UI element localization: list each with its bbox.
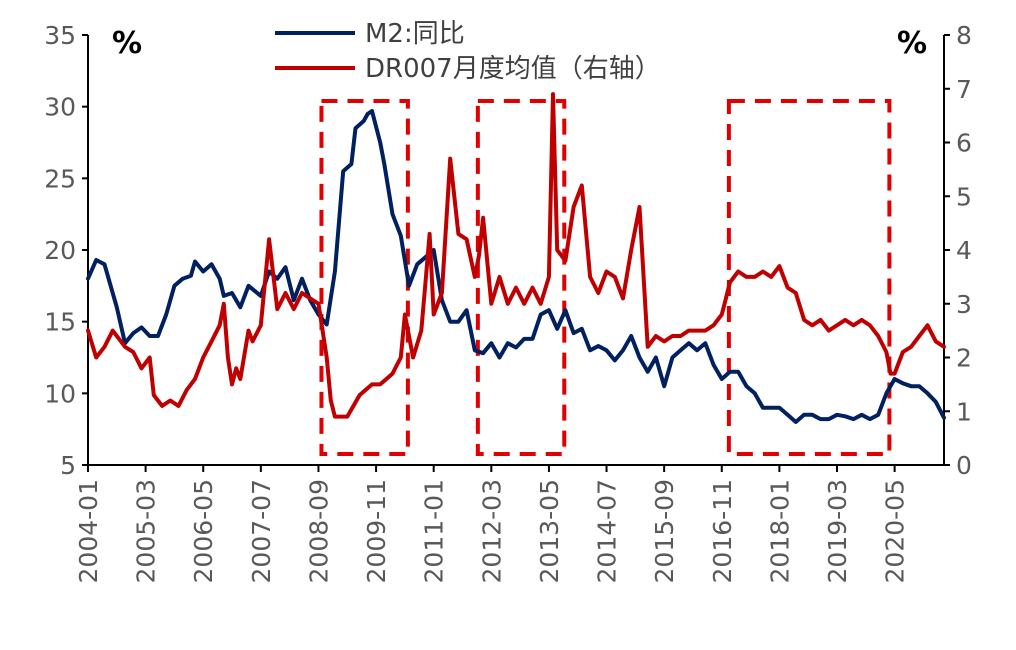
legend: M2:同比 DR007月度均值（右轴）	[275, 19, 661, 84]
x-tick-label: 2009-11	[362, 479, 391, 583]
right-tick-label: 3	[956, 290, 972, 319]
x-tick-label: 2004-01	[74, 479, 103, 583]
x-tick-label: 2008-09	[304, 479, 333, 583]
x-tick-label: 2005-03	[132, 479, 161, 583]
right-tick-label: 0	[956, 451, 972, 480]
left-tick-label: 35	[44, 21, 76, 50]
x-tick-label: 2019-03	[823, 479, 852, 583]
highlight-box-2	[475, 99, 567, 456]
legend-label-2: DR007月度均值（右轴）	[365, 54, 661, 84]
x-tick-label: 2015-09	[650, 479, 679, 583]
left-axis-unit: %	[112, 26, 142, 61]
highlight-box-3	[726, 99, 892, 456]
right-axis-unit: %	[897, 26, 927, 61]
left-tick-label: 10	[44, 379, 76, 408]
m2-yoy-line	[86, 109, 946, 424]
right-tick-label: 1	[956, 397, 972, 426]
left-tick-label: 15	[44, 308, 76, 337]
x-tick-label: 2018-01	[765, 479, 794, 583]
x-tick-label: 2013-05	[535, 479, 564, 583]
right-tick-label: 7	[956, 75, 972, 104]
right-tick-label: 8	[956, 21, 972, 50]
x-tick-label: 2012-03	[477, 479, 506, 583]
x-tick-label: 2020-05	[881, 479, 910, 583]
series-lines	[86, 92, 946, 424]
x-tick-label: 2007-07	[247, 479, 276, 583]
left-tick-label: 25	[44, 164, 76, 193]
x-tick-label: 2016-11	[708, 479, 737, 583]
right-tick-label: 4	[956, 236, 972, 265]
x-tick-label: 2014-07	[593, 479, 622, 583]
x-tick-label: 2006-05	[189, 479, 218, 583]
left-tick-label: 20	[44, 236, 76, 265]
left-tick-label: 5	[60, 451, 76, 480]
right-tick-label: 2	[956, 344, 972, 373]
x-tick-label: 2011-01	[420, 479, 449, 583]
dr007-monthly-line	[86, 92, 946, 419]
left-tick-label: 30	[44, 93, 76, 122]
axes: 5 10 15 20 25 30 35 0 1 2 3 4 5 6 7 8 2004-01 2005-03 2006…	[44, 21, 972, 583]
legend-label-1: M2:同比	[365, 19, 465, 49]
right-tick-label: 6	[956, 129, 972, 158]
right-tick-label: 5	[956, 182, 972, 211]
